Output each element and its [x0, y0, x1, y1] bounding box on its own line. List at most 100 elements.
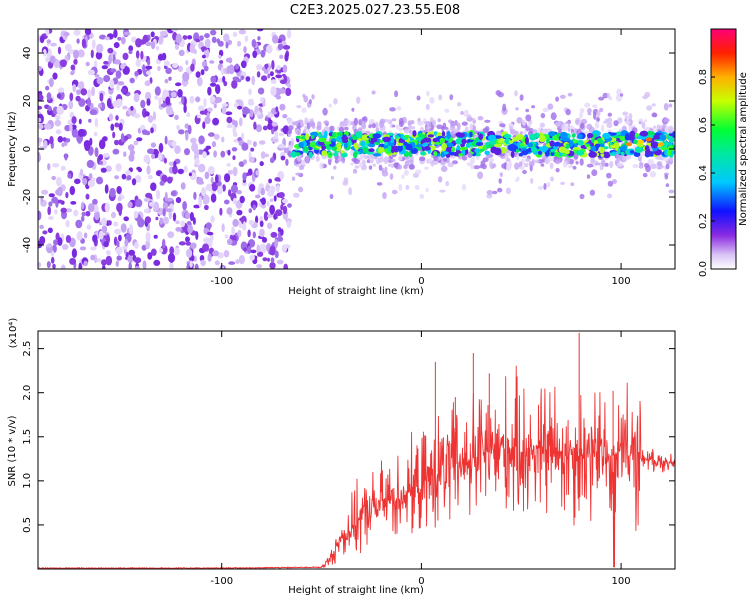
- spectrogram-cell: [202, 151, 207, 159]
- spectrogram-cell: [65, 191, 69, 199]
- spectrogram-cell: [75, 219, 83, 229]
- spectrogram-cell: [49, 136, 54, 145]
- spectrogram-cell: [318, 137, 327, 143]
- spectrogram-cell: [420, 151, 427, 156]
- spectrogram-cell: [109, 187, 116, 198]
- spectrogram-cell: [247, 108, 250, 114]
- spectrogram-cell: [260, 49, 266, 58]
- spectrogram-cell: [170, 190, 177, 197]
- spectrogram-cell: [612, 179, 617, 184]
- spectrogram-cell: [101, 65, 109, 70]
- spectrogram-cell: [232, 197, 237, 205]
- spectrogram-cell: [389, 107, 396, 112]
- spectrogram-cell: [70, 70, 75, 76]
- spectrogram-cell: [298, 141, 304, 148]
- spectrogram-cell: [113, 59, 121, 65]
- spectrogram-cell: [269, 262, 276, 269]
- spectrogram-cell: [377, 157, 385, 163]
- spectrogram-cell: [69, 257, 77, 265]
- spectrogram-cell: [543, 183, 547, 190]
- spectrogram-cell: [85, 61, 90, 67]
- spectrogram-cell: [242, 106, 249, 115]
- spectrogram-cell: [269, 71, 274, 77]
- spectrogram-cell: [396, 106, 402, 111]
- spectrogram-cell: [72, 84, 77, 93]
- spectrogram-cell: [398, 120, 404, 128]
- spectrogram-cell: [237, 105, 243, 110]
- spectrogram-cell: [162, 238, 166, 249]
- spectrogram-cell: [142, 64, 146, 74]
- spectrogram-cell: [531, 146, 537, 153]
- spectrogram-cell: [85, 210, 91, 217]
- spectrogram-cell: [49, 77, 54, 88]
- spectrogram-cell: [354, 165, 360, 169]
- spectrogram-cell: [70, 64, 76, 71]
- spectrogram-cell: [397, 164, 403, 170]
- spectrogram-cell: [162, 207, 166, 217]
- spectrogram-cell: [594, 162, 602, 166]
- spectrogram-cell: [232, 31, 238, 37]
- spectrogram-cell: [610, 144, 617, 149]
- spectrogram-cell: [644, 163, 650, 168]
- spectrogram-cell: [174, 44, 180, 50]
- spectrogram-cell: [164, 191, 168, 202]
- spectrogram-cell: [241, 181, 248, 187]
- spectrogram-cell: [199, 35, 204, 41]
- spectrogram-cell: [515, 149, 520, 153]
- spectrogram-cell: [193, 255, 197, 263]
- spectrogram-cell: [141, 244, 147, 251]
- spectrogram-cell: [449, 151, 455, 156]
- spectrogram-cell: [175, 197, 182, 204]
- snr-marks: [38, 332, 675, 569]
- spectrogram-cell: [261, 197, 266, 205]
- spectrogram-cell: [484, 125, 490, 132]
- spectrogram-cell: [269, 245, 276, 256]
- spectrogram-cell: [148, 174, 153, 180]
- spectrogram-cell: [174, 145, 181, 154]
- spectrogram-cell: [554, 121, 561, 127]
- spectrogram-cell: [398, 127, 404, 132]
- spectrogram-cell: [487, 144, 493, 149]
- spectrogram-cell: [177, 168, 184, 174]
- spectrogram-cell: [527, 142, 533, 148]
- spectrogram-cell: [290, 140, 295, 147]
- spectrogram-cell: [189, 260, 193, 268]
- spectrogram-cell: [280, 204, 284, 211]
- spectrogram-cell: [127, 255, 134, 263]
- spectrogram-cell: [328, 103, 332, 108]
- spectrogram-cell: [103, 75, 111, 83]
- spectrogram-cell: [77, 128, 85, 137]
- spectrogram-cell: [322, 107, 328, 116]
- spectrogram-cell: [112, 100, 118, 108]
- spectrogram-cell: [638, 139, 645, 144]
- spectrogram-cell: [470, 164, 475, 170]
- spectrogram-cell: [432, 137, 438, 143]
- spectrogram-cell: [252, 204, 256, 211]
- spectrogram-cell: [207, 86, 212, 96]
- spectrogram-cell: [308, 99, 312, 105]
- spectrogram-cell: [134, 71, 139, 77]
- spectrogram-cell: [440, 151, 445, 158]
- spectrogram-cell: [396, 142, 404, 146]
- spectrogram-cell: [383, 156, 389, 165]
- spectrogram-cell: [50, 256, 55, 264]
- spectrogram-cell: [42, 49, 47, 57]
- spectrogram-cell: [498, 178, 502, 184]
- spectrogram-cell: [393, 162, 399, 168]
- spectrogram-cell: [302, 93, 306, 98]
- spectrogram-cell: [624, 120, 631, 125]
- spectrogram-cell: [47, 105, 52, 112]
- spectrogram-cell: [280, 155, 286, 161]
- spectrogram-cell: [519, 143, 525, 147]
- spectrogram-cell: [537, 185, 544, 190]
- spectrogram-cell: [45, 56, 51, 63]
- spectrogram-cell: [53, 239, 59, 246]
- spectrogram-cell: [74, 178, 81, 185]
- spectrogram-cell: [579, 108, 585, 114]
- spectrogram-cell: [600, 159, 606, 167]
- spectrogram-cell: [234, 120, 238, 128]
- spectrogram-cell: [240, 132, 245, 140]
- spectrogram-cell: [203, 65, 209, 72]
- spectrogram-cell: [278, 143, 285, 149]
